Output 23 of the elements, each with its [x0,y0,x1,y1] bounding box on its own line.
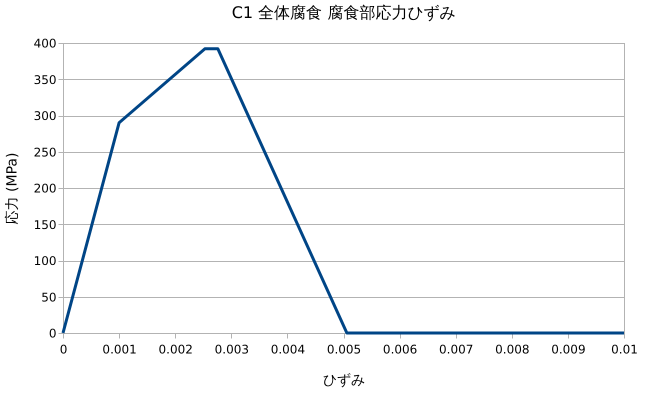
x-tick-label: 0.003 [214,342,249,356]
x-tick-label: 0.005 [326,342,362,356]
y-tick-label: 300 [34,109,56,123]
x-tick-label: 0.006 [382,342,418,356]
x-tick-label: 0.004 [270,342,306,356]
y-tick-label: 250 [34,145,56,160]
x-tick-label: 0.008 [495,342,530,356]
y-tick-label: 200 [34,182,56,196]
x-tick-label: 0.001 [102,342,137,356]
x-axis-title: ひずみ [323,372,365,388]
x-tick-label: 0.01 [611,342,638,356]
x-tick-label: 0.009 [551,342,586,356]
chart-title: C1 全体腐食 腐食部応力ひずみ [232,3,456,22]
y-tick-label: 100 [34,254,56,268]
x-tick-label: 0.007 [439,342,474,356]
y-tick-label: 400 [34,36,56,50]
y-tick-label: 150 [34,218,56,232]
y-tick-label: 0 [48,326,56,340]
y-tick-label: 350 [34,72,56,87]
y-tick-label: 50 [41,290,56,304]
x-tick-label: 0.002 [158,342,193,356]
y-axis-title: 応力 (MPa) [4,152,21,224]
x-tick-label: 0 [60,342,68,356]
